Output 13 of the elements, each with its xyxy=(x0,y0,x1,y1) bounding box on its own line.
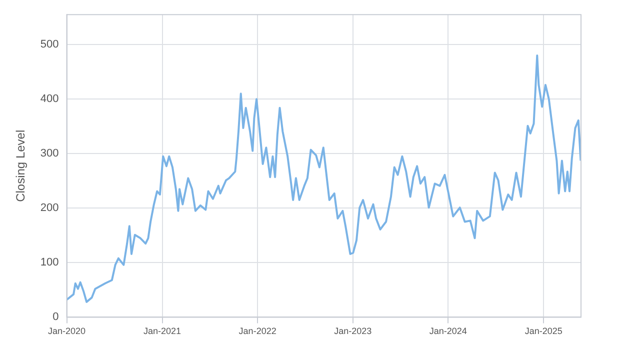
x-tick-label: Jan-2022 xyxy=(238,326,276,336)
y-tick-label: 200 xyxy=(40,202,59,214)
x-tick-label: Jan-2024 xyxy=(429,326,467,336)
y-tick-label: 100 xyxy=(40,256,59,269)
x-tick-label: Jan-2025 xyxy=(524,326,562,336)
x-tick-label: Jan-2021 xyxy=(144,326,182,336)
y-tick-label: 0 xyxy=(52,311,59,324)
y-tick-label: 400 xyxy=(40,93,59,106)
y-tick-label: 300 xyxy=(40,148,59,160)
x-tick-label: Jan-2023 xyxy=(334,326,372,336)
x-tick-label: Jan-2020 xyxy=(48,326,86,336)
y-tick-label: 500 xyxy=(40,38,59,51)
y-axis-title: Closing Level xyxy=(14,130,28,202)
